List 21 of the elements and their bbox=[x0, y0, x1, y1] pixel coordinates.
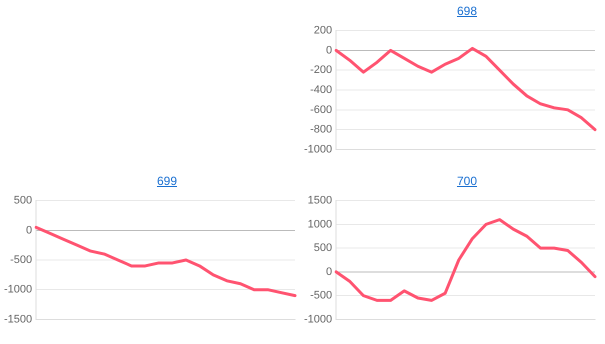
y-tick-label: -1000 bbox=[304, 143, 332, 156]
chart-title: 699 bbox=[156, 174, 178, 188]
y-tick-label: -800 bbox=[310, 124, 332, 136]
y-tick-label: 200 bbox=[314, 24, 332, 37]
y-tick-label: 0 bbox=[326, 266, 332, 278]
y-tick-label: -200 bbox=[310, 64, 332, 76]
y-tick-label: -500 bbox=[310, 290, 332, 302]
y-tick-label: 500 bbox=[314, 242, 332, 254]
y-tick-label: 1500 bbox=[308, 194, 332, 207]
y-tick-label: -400 bbox=[310, 84, 332, 96]
y-tick-label: -1000 bbox=[4, 284, 32, 296]
y-tick-label: -600 bbox=[310, 104, 332, 116]
y-tick-label: -1000 bbox=[304, 313, 332, 326]
y-tick-label: -500 bbox=[10, 254, 32, 266]
y-tick-label: 1000 bbox=[308, 218, 332, 230]
y-tick-label: 0 bbox=[326, 44, 332, 56]
chart-title: 700 bbox=[456, 174, 478, 188]
y-tick-label: 0 bbox=[26, 224, 32, 236]
y-tick-label: 500 bbox=[14, 194, 32, 207]
y-tick-label: -1500 bbox=[4, 313, 32, 326]
chart-title: 698 bbox=[456, 4, 478, 18]
